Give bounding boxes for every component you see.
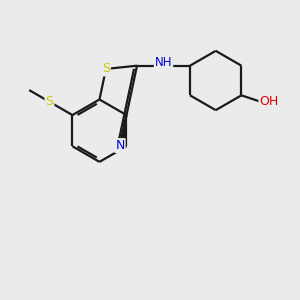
Text: OH: OH [260, 95, 279, 108]
Text: N: N [115, 139, 125, 152]
Text: NH: NH [155, 56, 172, 69]
Text: S: S [102, 62, 110, 75]
Text: S: S [46, 95, 53, 108]
